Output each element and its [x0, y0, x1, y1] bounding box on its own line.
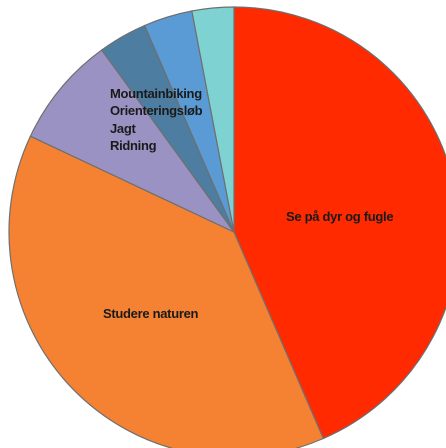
pie-slices	[8, 6, 446, 448]
pie-slice-5	[191, 6, 235, 233]
label-se-pa-dyr: Se på dyr og fugle	[286, 209, 393, 224]
label-orienteringslob: Orienteringsløb	[110, 103, 203, 118]
label-ridning: Ridning	[110, 138, 157, 153]
pie-slice-0	[233, 6, 446, 440]
label-studere-naturen: Studere naturen	[103, 306, 199, 321]
pie-slice-2	[29, 49, 235, 233]
label-jagt: Jagt	[110, 121, 137, 136]
pie-slice-1	[8, 135, 325, 448]
label-mountainbiking: Mountainbiking	[110, 86, 202, 101]
